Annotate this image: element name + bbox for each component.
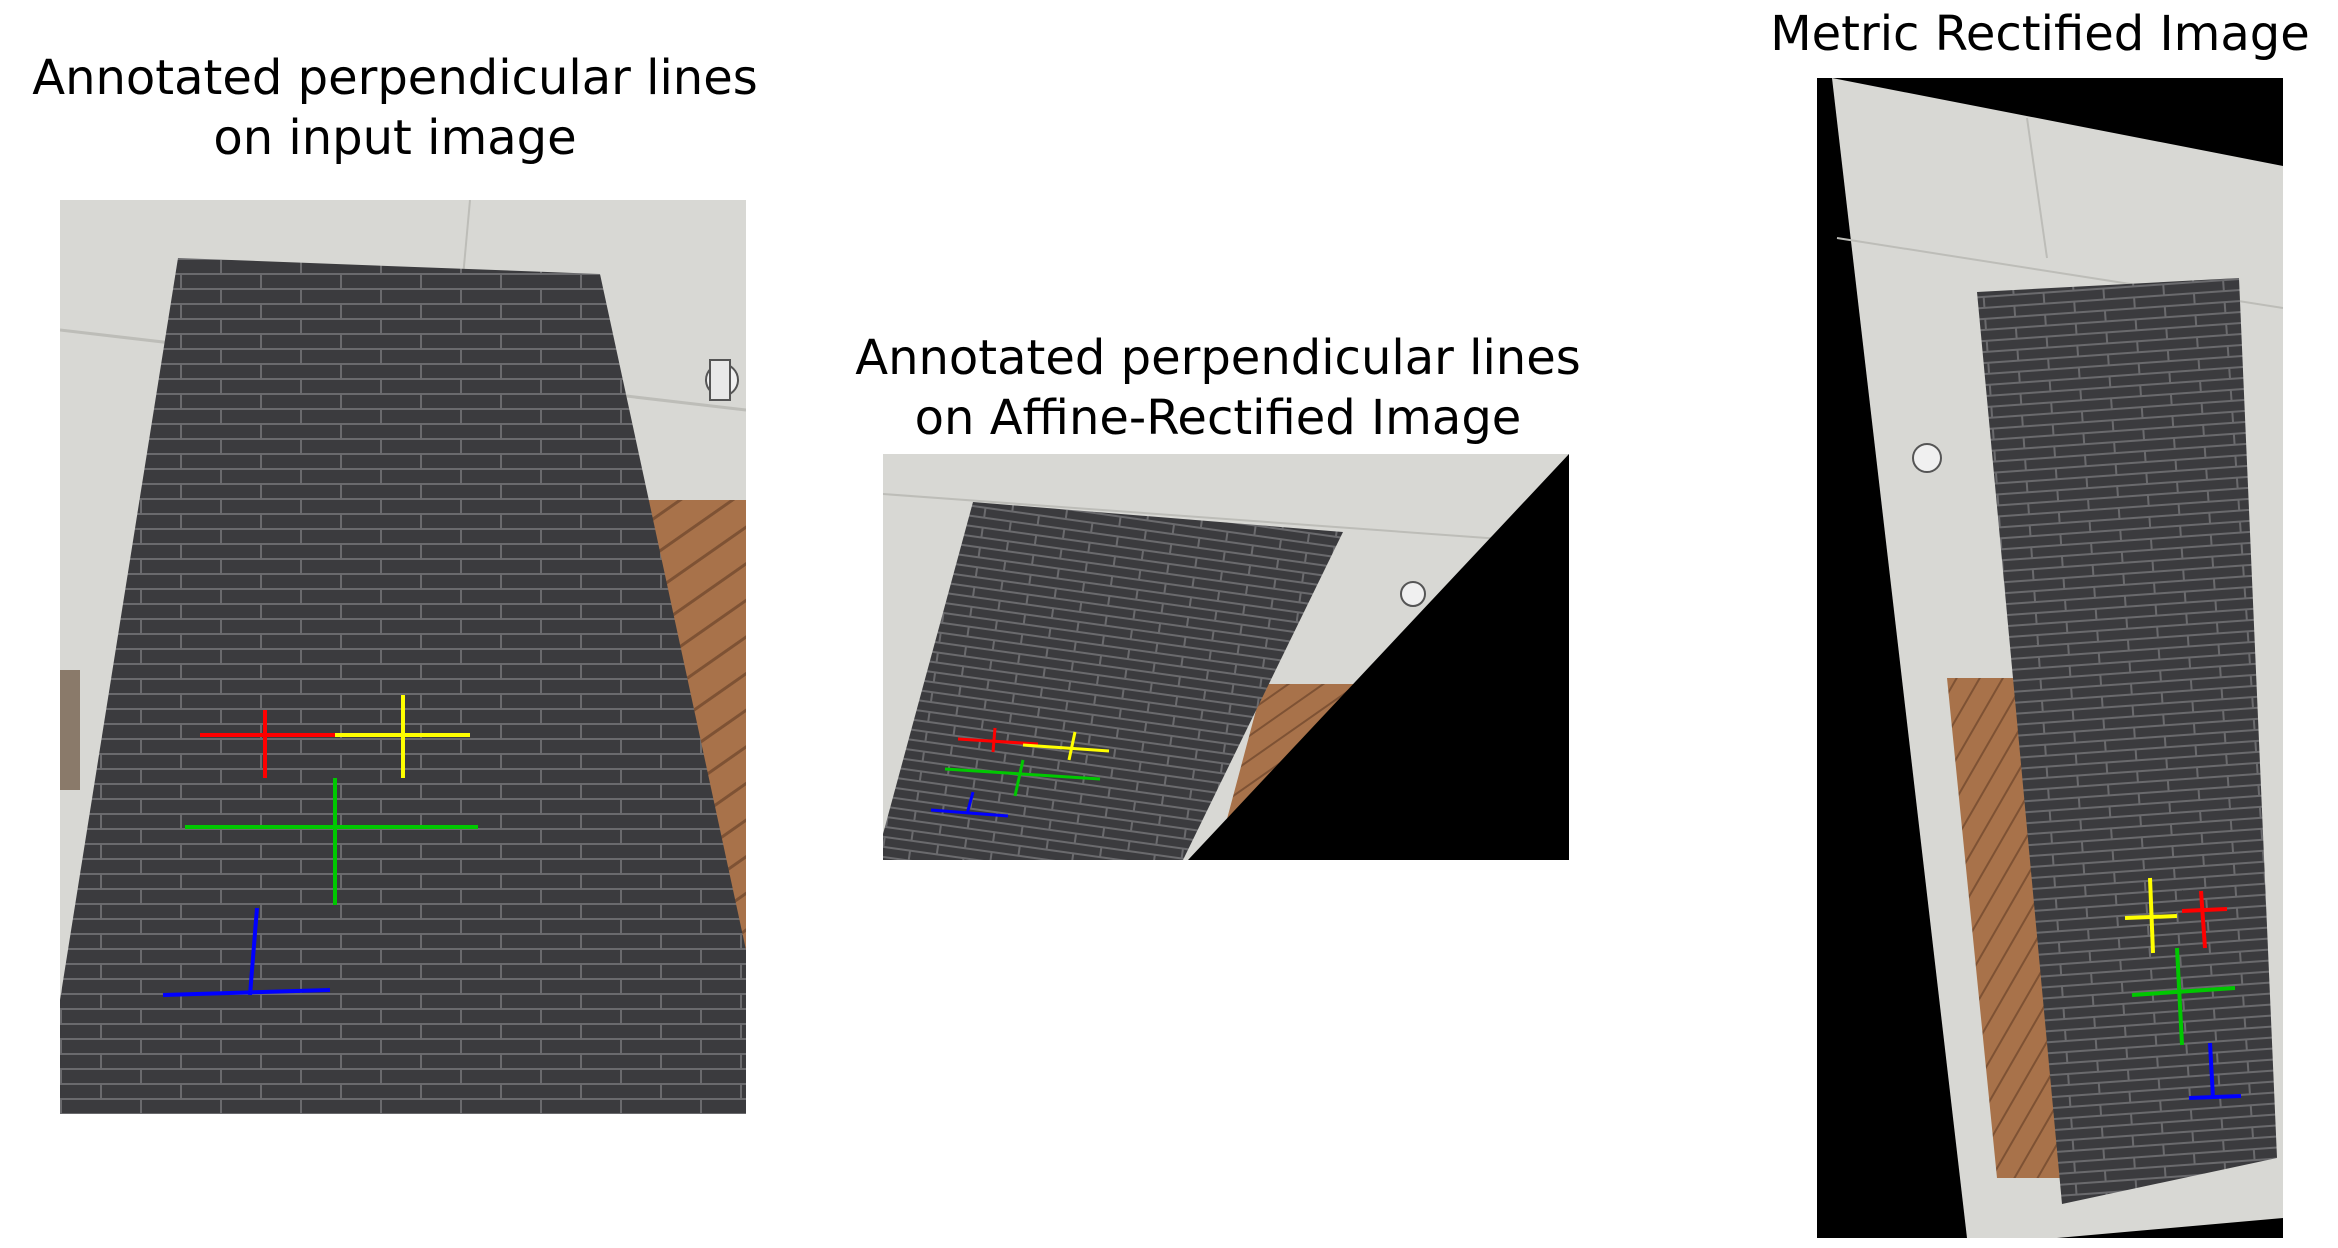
metric-image-graphic bbox=[1817, 78, 2283, 1238]
panel-title-input: Annotated perpendicular lines on input i… bbox=[32, 50, 758, 166]
input-image-graphic bbox=[60, 200, 746, 1114]
annotation-lines-input bbox=[162, 695, 478, 997]
input-image bbox=[60, 200, 746, 1114]
panel-title-affine: Annotated perpendicular lines on Affine-… bbox=[855, 330, 1581, 446]
annotation-lines-metric bbox=[2124, 877, 2242, 1100]
affine-image-graphic bbox=[883, 454, 1569, 860]
metric-rectified-image bbox=[1817, 78, 2283, 1238]
panel-title-metric: Metric Rectified Image bbox=[1770, 6, 2310, 62]
camera-fixture bbox=[705, 359, 739, 401]
affine-rectified-image bbox=[883, 454, 1569, 860]
annotation-lines-affine bbox=[930, 727, 1110, 818]
